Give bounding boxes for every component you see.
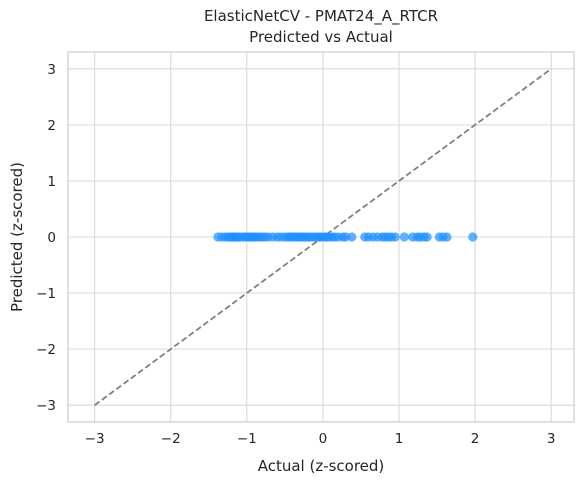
y-axis-ticks: −3 −2 −1 0 1 2 3 <box>36 62 56 414</box>
x-tick-label: −3 <box>85 431 105 447</box>
y-axis-label: Predicted (z-scored) <box>8 162 26 312</box>
chart-title: ElasticNetCV - PMAT24_A_RTCR <box>204 7 438 26</box>
axes-frame <box>67 51 575 423</box>
data-point <box>399 232 409 242</box>
y-tick-label: 1 <box>47 174 56 190</box>
x-axis-label: Actual (z-scored) <box>258 457 385 475</box>
y-tick-label: 0 <box>47 230 56 246</box>
x-tick-label: 0 <box>319 431 328 447</box>
scatter-points <box>213 232 478 242</box>
y-tick-label: −1 <box>36 286 56 302</box>
data-point <box>390 232 400 242</box>
y-tick-label: 3 <box>47 62 56 78</box>
x-tick-label: 1 <box>395 431 404 447</box>
data-point <box>468 232 478 242</box>
data-point <box>347 232 357 242</box>
chart-subtitle: Predicted vs Actual <box>249 28 393 46</box>
plot-frame <box>67 51 575 423</box>
x-tick-label: −2 <box>161 431 181 447</box>
x-axis-ticks: −3 −2 −1 0 1 2 3 <box>85 431 556 447</box>
data-point <box>442 232 452 242</box>
x-tick-label: 2 <box>471 431 480 447</box>
x-tick-label: −1 <box>237 431 257 447</box>
x-tick-label: 3 <box>547 431 556 447</box>
y-tick-label: −2 <box>36 342 56 358</box>
y-tick-label: −3 <box>36 398 56 414</box>
data-point <box>422 232 432 242</box>
y-tick-label: 2 <box>47 118 56 134</box>
